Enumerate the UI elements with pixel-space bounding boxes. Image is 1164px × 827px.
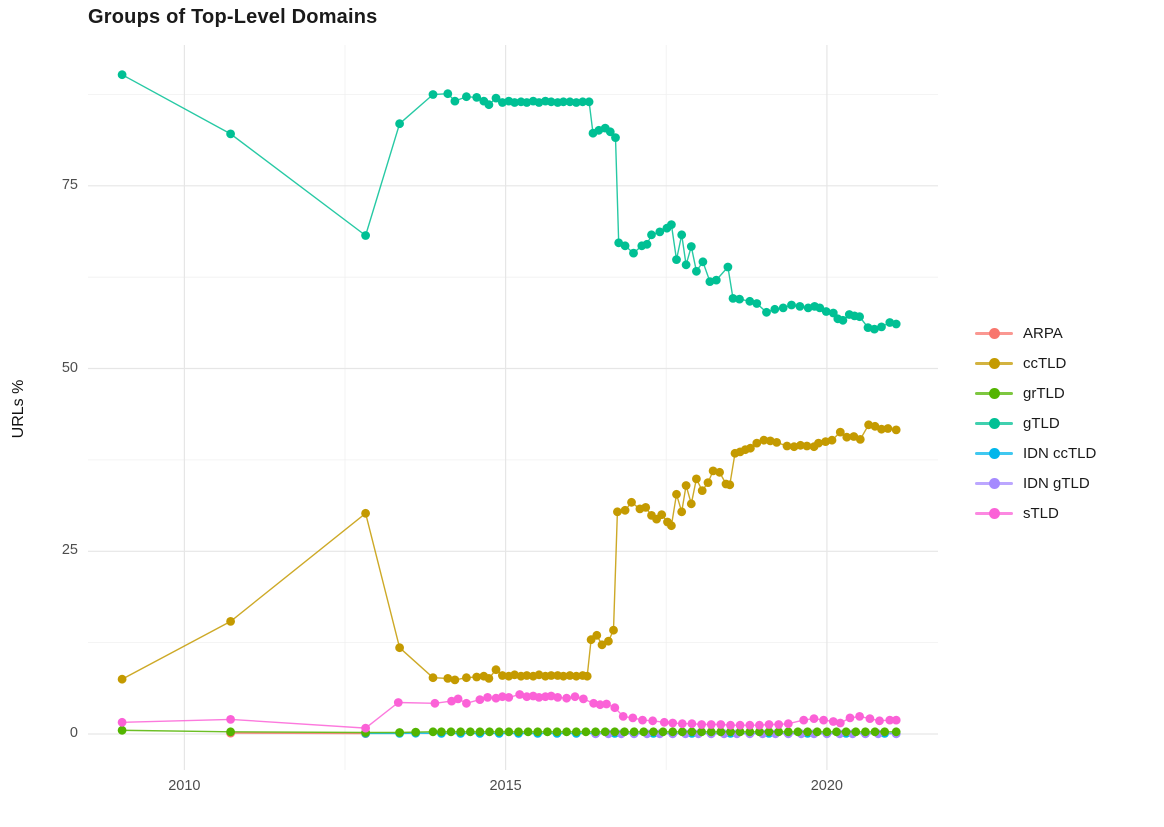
legend-item-grtld: grTLD xyxy=(975,378,1096,408)
legend: ARPA ccTLD grTLD gTLD IDN ccTLD IDN gTLD… xyxy=(975,318,1096,528)
y-tick-label: 75 xyxy=(61,176,78,193)
y-tick-label: 25 xyxy=(61,542,78,559)
chart-title: Groups of Top-Level Domains xyxy=(88,6,378,28)
y-tick-label: 0 xyxy=(69,724,78,741)
x-tick-label: 2010 xyxy=(168,778,201,794)
legend-key-icon xyxy=(975,476,1013,490)
legend-label: sTLD xyxy=(1023,504,1059,522)
legend-key-icon xyxy=(975,386,1013,400)
legend-item-stld: sTLD xyxy=(975,498,1096,528)
legend-label: gTLD xyxy=(1023,414,1060,432)
x-tick-label: 2015 xyxy=(489,778,522,794)
y-tick-label: 50 xyxy=(61,359,78,376)
legend-key-icon xyxy=(975,506,1013,520)
legend-label: ccTLD xyxy=(1023,354,1067,372)
legend-key-icon xyxy=(975,416,1013,430)
legend-label: ARPA xyxy=(1023,324,1063,342)
legend-key-icon xyxy=(975,446,1013,460)
legend-item-idn-gtld: IDN gTLD xyxy=(975,468,1096,498)
legend-label: grTLD xyxy=(1023,384,1065,402)
legend-item-idn-cctld: IDN ccTLD xyxy=(975,438,1096,468)
legend-key-icon xyxy=(975,326,1013,340)
legend-item-cctld: ccTLD xyxy=(975,348,1096,378)
x-tick-label: 2020 xyxy=(810,778,843,794)
legend-label: IDN gTLD xyxy=(1023,474,1090,492)
legend-item-gtld: gTLD xyxy=(975,408,1096,438)
legend-item-arpa: ARPA xyxy=(975,318,1096,348)
legend-key-icon xyxy=(975,356,1013,370)
legend-label: IDN ccTLD xyxy=(1023,444,1097,462)
